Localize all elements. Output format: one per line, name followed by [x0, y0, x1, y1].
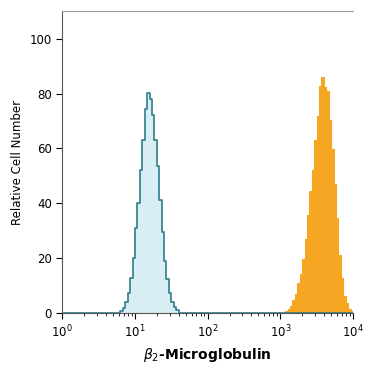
X-axis label: $\beta_2$-Microglobulin: $\beta_2$-Microglobulin	[143, 346, 272, 364]
Polygon shape	[62, 77, 353, 314]
Y-axis label: Relative Cell Number: Relative Cell Number	[11, 100, 24, 225]
Polygon shape	[62, 93, 353, 314]
